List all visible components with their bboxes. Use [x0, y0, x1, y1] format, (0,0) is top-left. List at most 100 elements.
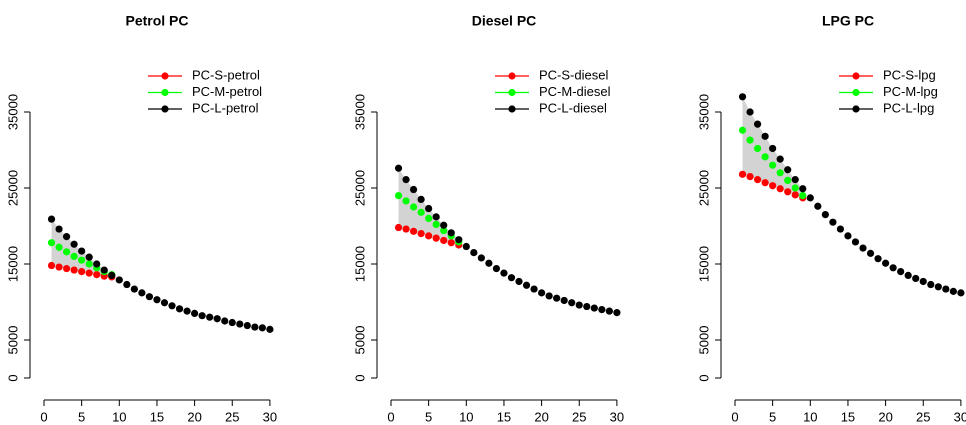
point [492, 264, 501, 273]
y-tick-label: 0 [5, 374, 20, 381]
point [70, 240, 78, 248]
y-tick-label: 15000 [5, 246, 20, 282]
point [213, 315, 221, 323]
point [198, 312, 206, 320]
y-tick-label: 0 [352, 374, 367, 381]
x-tick-label: 30 [954, 409, 966, 424]
point [814, 202, 822, 210]
point [791, 191, 799, 199]
point [753, 120, 762, 128]
point [889, 264, 897, 272]
point [769, 144, 777, 153]
legend-marker [852, 88, 860, 97]
point [761, 132, 769, 140]
x-tick-label: 10 [459, 409, 473, 424]
point [738, 126, 747, 134]
point [538, 289, 546, 297]
point [123, 280, 131, 289]
legend-marker [852, 72, 860, 80]
point [545, 292, 553, 300]
point [85, 253, 93, 261]
legend-label: PC-M-diesel [539, 84, 611, 99]
point [949, 287, 957, 295]
point [425, 232, 433, 240]
panel: LPG PC 0 5 10 15 20 25 30 0 5000 15000 25000 35000 PC… [696, 13, 966, 425]
legend-label: PC-L-petrol [192, 100, 259, 115]
x-tick-label: 10 [803, 409, 817, 424]
point [934, 283, 942, 291]
y-tick-label: 25000 [696, 170, 711, 206]
point [753, 144, 762, 153]
point [417, 230, 425, 238]
y-tick-label: 5000 [5, 326, 20, 355]
y-tick-label: 5000 [696, 326, 711, 355]
x-tick-label: 10 [112, 409, 126, 424]
legend-marker [161, 105, 169, 113]
point [829, 218, 837, 226]
point [470, 249, 478, 257]
point [62, 233, 71, 241]
point [784, 166, 792, 174]
x-tick-label: 5 [769, 409, 776, 424]
point [882, 259, 890, 267]
x-tick-label: 5 [425, 409, 432, 424]
point [251, 323, 259, 331]
y-tick-label: 25000 [352, 170, 367, 206]
point [417, 195, 425, 203]
chart-title: LPG PC [822, 13, 874, 29]
point [425, 204, 433, 213]
point [62, 248, 71, 256]
point [402, 225, 410, 233]
point [47, 261, 56, 270]
point [500, 269, 508, 277]
chart-title: Diesel PC [472, 13, 537, 29]
point [583, 302, 591, 311]
legend-label: PC-L-lpg [883, 100, 934, 115]
point [191, 309, 199, 317]
point [507, 274, 516, 282]
legend-marker [508, 88, 516, 97]
panel: Petrol PC 0 5 10 15 20 25 30 0 5000 15000 25000 3500… [5, 13, 277, 425]
point [417, 208, 425, 216]
x-tick-label: 20 [534, 409, 548, 424]
point [115, 276, 123, 284]
point [93, 260, 101, 268]
point [440, 236, 448, 245]
point [784, 176, 792, 184]
point [859, 244, 867, 252]
point [761, 153, 769, 161]
legend-label: PC-L-diesel [539, 100, 607, 115]
point [791, 184, 799, 192]
y-tick-label: 35000 [696, 94, 711, 130]
x-tick-label: 15 [150, 409, 164, 424]
point [85, 260, 93, 268]
point [100, 266, 108, 274]
point [927, 280, 935, 289]
point [746, 173, 754, 181]
point [904, 271, 912, 279]
point [236, 320, 244, 328]
point [138, 289, 146, 297]
point [108, 271, 116, 279]
x-tick-label: 15 [497, 409, 511, 424]
point [590, 304, 598, 312]
point [761, 179, 769, 187]
point [738, 170, 747, 178]
point [613, 309, 621, 317]
point [402, 197, 410, 205]
legend-label: PC-S-lpg [883, 67, 936, 82]
point [957, 289, 965, 297]
point [425, 214, 433, 222]
point [784, 188, 792, 196]
point [806, 194, 814, 202]
y-tick-label: 0 [696, 374, 711, 381]
legend-label: PC-M-petrol [192, 84, 262, 99]
y-tick-label: 15000 [352, 246, 367, 282]
point [160, 299, 169, 307]
y-tick-label: 5000 [352, 326, 367, 355]
point [477, 254, 485, 262]
x-tick-label: 15 [841, 409, 855, 424]
point [746, 136, 754, 144]
legend-label: PC-S-petrol [192, 67, 260, 82]
